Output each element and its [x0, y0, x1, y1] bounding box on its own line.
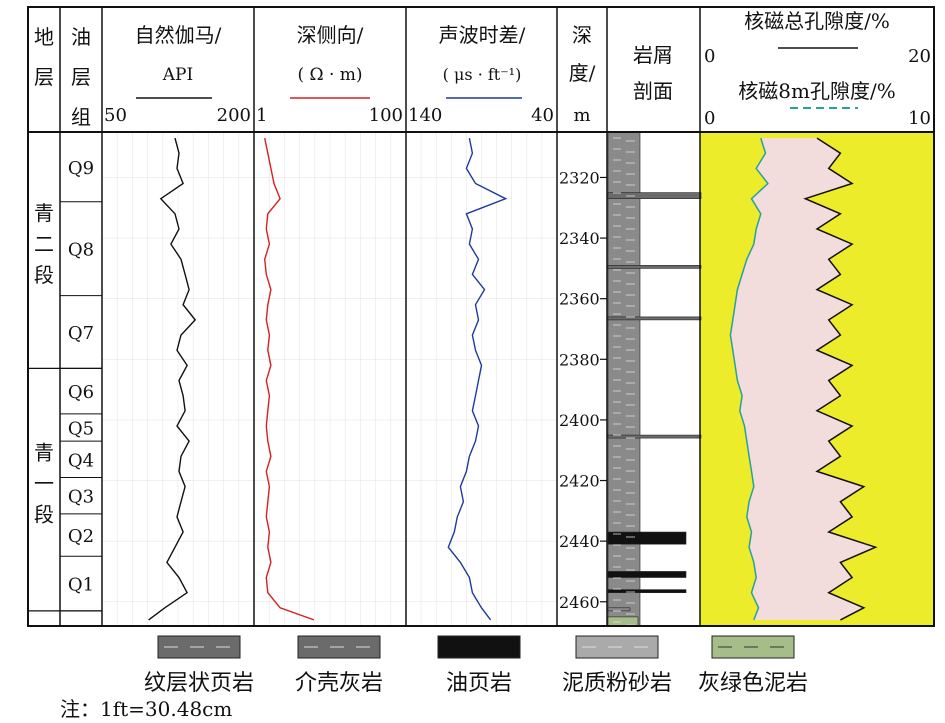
formation-label: 段 [34, 503, 54, 527]
formation-label: 青 [34, 201, 54, 225]
depth-tick-label: 2400 [559, 411, 600, 430]
header-group: 组 [71, 105, 91, 129]
rd-max: 100 [369, 105, 403, 126]
lithology-bed [607, 316, 702, 321]
ac-max: 40 [531, 105, 554, 126]
nmr-total-title: 核磁总孔隙度/% [744, 9, 890, 33]
gr-min: 50 [104, 105, 127, 126]
header-strat: 层 [34, 65, 54, 89]
gr-unit: API [162, 65, 193, 85]
lith-title: 岩屑 [633, 43, 673, 67]
log-curves [148, 137, 878, 621]
nmr-porosity-fill [730, 138, 876, 620]
lithology-bed [607, 434, 702, 439]
zone-label: Q7 [68, 323, 94, 344]
nmr-effective-porosity-curve [729, 137, 769, 621]
lithology-bed [607, 131, 641, 627]
lithology-bed [607, 571, 687, 578]
depth-title2: 度/ [569, 61, 596, 85]
depth-tick-label: 2320 [559, 168, 600, 187]
depth-tick-label: 2340 [559, 229, 600, 248]
track-gridlines [102, 132, 557, 626]
ac-title: 声波时差/ [439, 23, 526, 47]
formation-label: 段 [34, 263, 54, 287]
zone-label: Q9 [68, 158, 94, 179]
zone-label: Q1 [68, 575, 94, 596]
depth-tick-label: 2380 [559, 350, 600, 369]
nmr-total-max: 20 [908, 46, 931, 67]
header-group: 油 [71, 25, 91, 49]
zone-label: Q8 [68, 240, 94, 261]
formation-label: 青 [34, 441, 54, 465]
gr-max: 200 [217, 105, 251, 126]
zone-label: Q5 [68, 418, 94, 439]
header-strat: 地 [34, 25, 54, 49]
depth-title: 深 [572, 23, 592, 47]
rd-min: 1 [256, 105, 267, 126]
nmr-eff-max: 10 [908, 108, 931, 129]
formation-label: 二 [34, 232, 54, 256]
lith-title2: 剖面 [633, 79, 673, 103]
gamma-ray-curve [148, 137, 197, 621]
rd-unit: ( Ω · m) [297, 65, 362, 85]
nmr-total-min: 0 [704, 46, 715, 67]
legend-label: 油页岩 [446, 671, 512, 696]
nmr-eff-min: 0 [704, 108, 715, 129]
acoustic-curve [447, 137, 508, 621]
zone-label: Q2 [68, 526, 94, 547]
legend-swatch [437, 635, 521, 659]
deep-resistivity-curve [263, 137, 315, 621]
footnote: 注：1ft=30.48cm [60, 697, 232, 721]
legend-label: 纹层状页岩 [144, 671, 254, 696]
nmr-total-porosity-curve [803, 137, 878, 621]
legend-label: 灰绿色泥岩 [698, 671, 808, 696]
header-group: 层 [71, 65, 91, 89]
depth-tick-label: 2460 [559, 593, 600, 612]
depth-tick-label: 2440 [559, 532, 600, 551]
depth-unit: m [573, 105, 590, 126]
nmr-fill-area [700, 132, 934, 626]
lithology-bed [607, 192, 702, 199]
nmr-eff-title: 核磁8m孔隙度/% [738, 79, 895, 103]
depth-tick-label: 2360 [559, 290, 600, 309]
lithology-bed [607, 589, 687, 593]
ac-min: 140 [408, 105, 442, 126]
legend-label: 泥质粉砂岩 [562, 671, 672, 696]
outer-border [27, 6, 935, 627]
zone-label: Q4 [68, 450, 94, 471]
zone-label: Q3 [68, 487, 94, 508]
zone-label: Q6 [68, 382, 94, 403]
formation-label: 一 [34, 472, 54, 496]
rd-title: 深侧向/ [297, 23, 364, 47]
depth-tick-label: 2420 [559, 472, 600, 491]
lithology-column [607, 131, 702, 627]
gr-title: 自然伽马/ [135, 23, 222, 47]
legend-label: 介壳灰岩 [295, 671, 383, 696]
ac-unit: ( μs · ft⁻¹) [443, 65, 522, 84]
lithology-bed [607, 531, 687, 545]
lithology-bed [607, 265, 702, 269]
chart-frame [27, 6, 935, 627]
lithology-bed [607, 607, 631, 612]
